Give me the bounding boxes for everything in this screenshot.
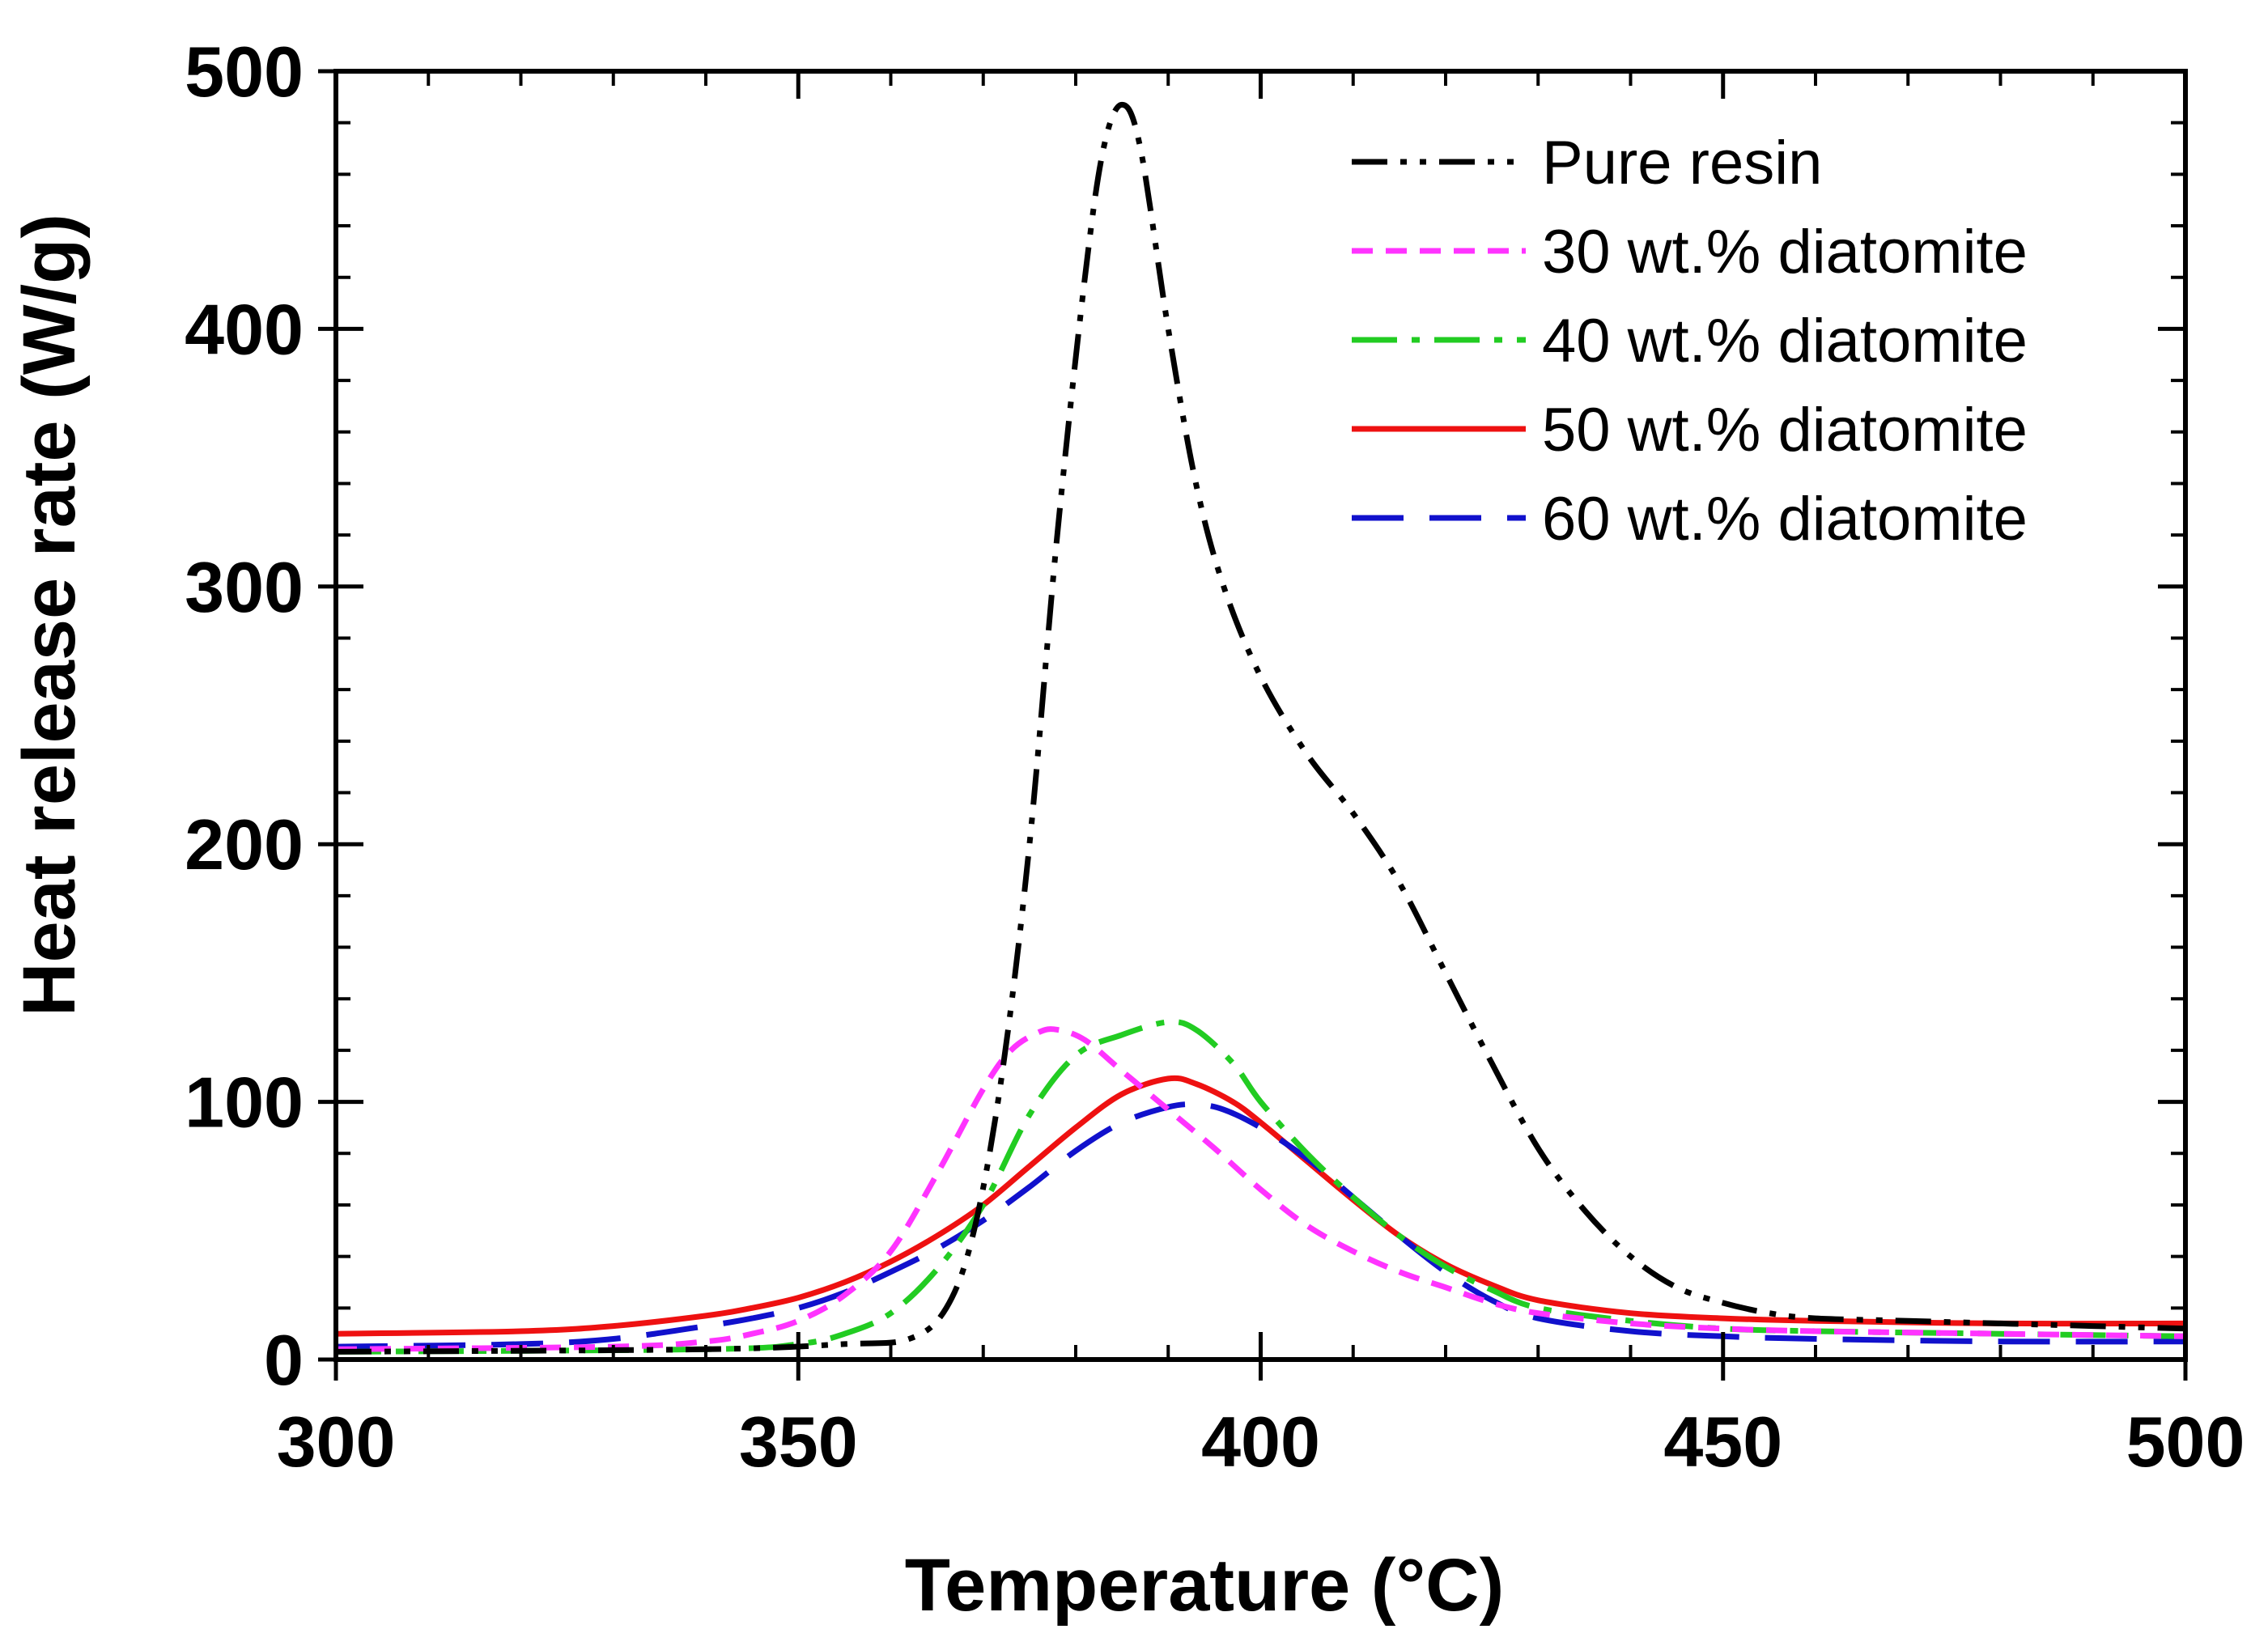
axes-layer: 300 350 400 450 500 0 100 200 300 400 500	[185, 32, 2245, 1482]
x-tick-label: 300	[277, 1402, 396, 1482]
legend-entry-3: 40 wt.% diatomite	[1542, 307, 2028, 375]
x-axis-label: Temperature (°C)	[905, 1544, 1505, 1627]
series-line-4	[335, 1075, 2186, 1337]
legend: Pure resin 30 wt.% diatomite 40 wt.% diato…	[1352, 129, 2028, 554]
x-tick-label: 450	[1663, 1402, 1782, 1482]
series-line-2	[335, 1026, 2186, 1352]
y-tick-label: 400	[185, 289, 304, 369]
legend-entry-2: 30 wt.% diatomite	[1542, 218, 2028, 286]
series-layer	[335, 101, 2186, 1355]
x-tick-label: 400	[1201, 1402, 1320, 1482]
legend-entry-1: Pure resin	[1542, 129, 1822, 197]
y-tick-label: 200	[185, 804, 304, 885]
x-tick-label: 500	[2126, 1402, 2245, 1482]
y-tick-label: 100	[185, 1063, 304, 1143]
legend-entry-4: 50 wt.% diatomite	[1542, 396, 2028, 465]
y-tick-label: 0	[264, 1320, 304, 1400]
y-tick-label: 500	[185, 32, 304, 112]
series-line-1	[335, 101, 2186, 1355]
series-line-5	[335, 1101, 2186, 1350]
series-line-3	[335, 1019, 2186, 1355]
x-tick-label: 350	[739, 1402, 858, 1482]
legend-entry-5: 60 wt.% diatomite	[1542, 485, 2028, 554]
y-axis-label: Heat release rate (W/g)	[8, 214, 91, 1016]
y-tick-label: 300	[185, 547, 304, 627]
